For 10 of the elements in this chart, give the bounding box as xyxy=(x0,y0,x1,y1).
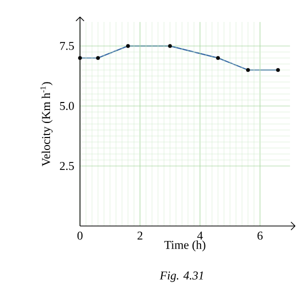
y-tick-label: 5.0 xyxy=(60,102,74,110)
y-tick-label: 7.5 xyxy=(60,42,74,50)
x-tick-label: 0 xyxy=(77,232,83,240)
x-tick-label: 2 xyxy=(138,232,142,240)
x-tick-label: 4 xyxy=(197,232,203,240)
caption: Fig. 4.31 xyxy=(160,272,203,282)
y-axis-title: Velocity (Km h$^{-1}$) xyxy=(40,82,53,166)
y-tick-label: 2.5 xyxy=(60,162,74,170)
x-axis-title: Time (h) xyxy=(164,240,206,252)
x-tick-label: 6 xyxy=(258,232,263,240)
